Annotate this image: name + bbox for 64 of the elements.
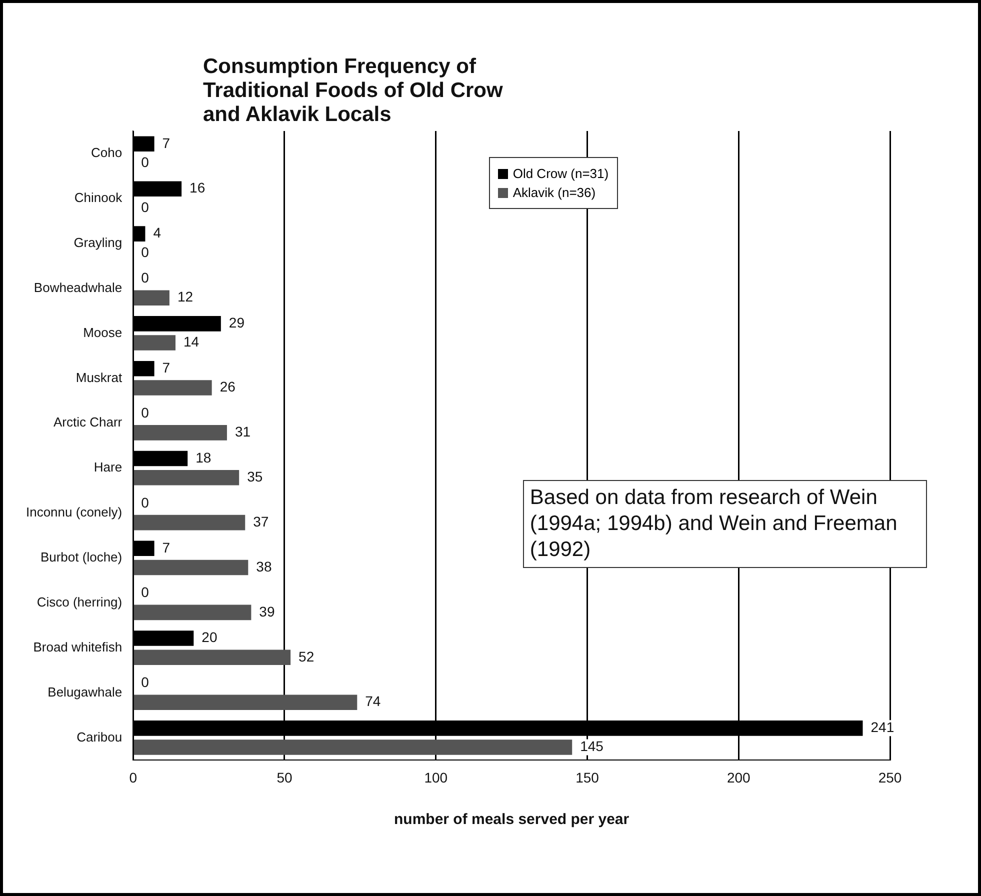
data-label: 16 bbox=[190, 180, 206, 196]
data-label: 0 bbox=[141, 270, 150, 286]
data-label: 7 bbox=[162, 539, 170, 556]
bar bbox=[134, 380, 212, 396]
y-tick-label: Caribou bbox=[76, 729, 122, 744]
bar bbox=[134, 604, 252, 620]
data-label: 29 bbox=[228, 314, 245, 331]
y-tick-label: Burbot (loche) bbox=[40, 550, 122, 565]
y-tick-label: Broad whitefish bbox=[33, 639, 122, 654]
bar bbox=[134, 514, 246, 530]
bar bbox=[134, 470, 240, 486]
annotation: Based on data from research of Wein (1994a; 1994b) and Wein and Freeman (1992) bbox=[522, 480, 927, 568]
bar bbox=[134, 560, 248, 576]
y-tick-label: Arctic Charr bbox=[53, 414, 123, 430]
data-label: 7 bbox=[162, 134, 170, 151]
data-label: 0 bbox=[141, 674, 150, 690]
data-label: 0 bbox=[141, 154, 150, 170]
y-tick-label: Muskrat bbox=[76, 370, 122, 385]
data-label: 35 bbox=[247, 468, 263, 484]
y-tick-label: Coho bbox=[91, 145, 122, 160]
bar bbox=[134, 650, 291, 666]
data-label: 0 bbox=[141, 198, 150, 215]
x-tick-label: 250 bbox=[878, 769, 902, 786]
x-tick-label: 100 bbox=[424, 769, 448, 786]
data-label: 39 bbox=[259, 603, 275, 620]
x-tick-label: 150 bbox=[576, 769, 600, 786]
data-label: 0 bbox=[141, 244, 150, 260]
data-label: 18 bbox=[196, 449, 212, 466]
data-label: 241 bbox=[870, 719, 894, 736]
bar bbox=[134, 425, 227, 440]
data-label: 0 bbox=[141, 494, 150, 510]
bar bbox=[134, 740, 572, 755]
data-label: 7 bbox=[162, 359, 170, 376]
data-label: 145 bbox=[580, 738, 604, 754]
bar bbox=[134, 335, 176, 350]
y-tick-label: Chinook bbox=[74, 190, 123, 205]
y-tick-label: Bowheadwhale bbox=[34, 280, 122, 295]
legend-label: Old Crow (n=31) bbox=[512, 166, 609, 181]
data-label: 0 bbox=[141, 584, 150, 600]
x-tick-label: 50 bbox=[276, 769, 292, 786]
y-tick-label: Cisco (herring) bbox=[36, 594, 122, 610]
data-label: 31 bbox=[234, 424, 251, 440]
data-label: 37 bbox=[253, 513, 269, 530]
x-axis-title: number of meals served per year bbox=[394, 811, 630, 828]
y-tick-label: Inconnu (conely) bbox=[26, 504, 122, 520]
data-label: 74 bbox=[365, 693, 381, 710]
bar bbox=[134, 694, 358, 710]
legend-label: Aklavik (n=36) bbox=[512, 185, 596, 200]
y-tick-label: Grayling bbox=[74, 234, 122, 250]
y-tick-label: Hare bbox=[94, 460, 122, 475]
data-label: 4 bbox=[153, 224, 162, 241]
data-label: 12 bbox=[177, 288, 194, 305]
data-label: 52 bbox=[298, 648, 314, 664]
data-label: 26 bbox=[220, 378, 236, 395]
chart-title: Consumption Frequency of Traditional Foods of Old Crow and Aklavik Locals bbox=[203, 55, 504, 127]
bar bbox=[134, 290, 170, 306]
x-tick-label: 200 bbox=[726, 769, 751, 786]
data-label: 20 bbox=[202, 629, 218, 646]
y-tick-label: Moose bbox=[83, 324, 122, 340]
data-label: 0 bbox=[141, 404, 150, 420]
data-label: 14 bbox=[183, 334, 200, 350]
y-tick-label: Belugawhale bbox=[48, 684, 122, 700]
x-tick-label: 0 bbox=[129, 769, 138, 786]
data-label: 38 bbox=[256, 558, 272, 574]
